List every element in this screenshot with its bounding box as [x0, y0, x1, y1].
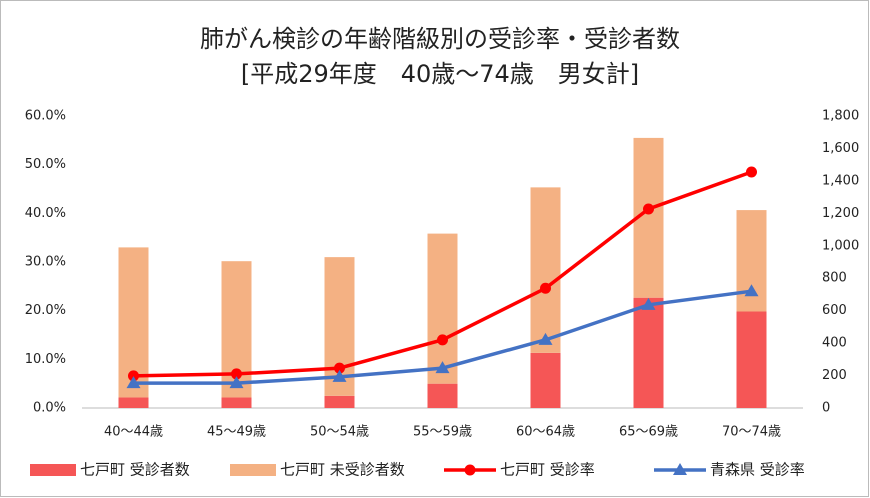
legend-label: 七戸町 受診者数 — [80, 461, 190, 479]
y2-tick-label: 600 — [822, 303, 847, 318]
marker — [746, 166, 757, 178]
bar — [427, 233, 458, 384]
chart-subtitle: [平成29年度 40歳～74歳 男女計] — [241, 60, 639, 88]
x-tick-label: 65～69歳 — [619, 425, 678, 440]
bar — [324, 395, 355, 408]
y2-tick-label: 1,000 — [822, 238, 859, 253]
x-tick-label: 55～59歳 — [413, 425, 472, 440]
marker — [437, 334, 448, 346]
x-tick-label: 40～44歳 — [104, 425, 163, 440]
x-tick-label: 45～49歳 — [207, 425, 266, 440]
legend-marker — [464, 464, 476, 476]
y-tick-label: 0.0% — [33, 401, 66, 416]
legend-label: 七戸町 受診率 — [500, 461, 595, 479]
x-tick-label: 50～54歳 — [310, 425, 369, 440]
y-tick-label: 50.0% — [25, 157, 66, 172]
y-tick-label: 60.0% — [25, 109, 66, 124]
y2-tick-label: 0 — [822, 401, 830, 416]
marker — [540, 282, 551, 294]
y2-tick-label: 800 — [822, 271, 847, 286]
x-tick-label: 70～74歳 — [722, 425, 781, 440]
bar — [118, 397, 149, 408]
y-tick-label: 20.0% — [25, 303, 66, 318]
x-tick-label: 60～64歳 — [516, 425, 575, 440]
legend-swatch — [30, 464, 76, 476]
marker — [641, 297, 656, 310]
marker — [231, 368, 242, 380]
marker — [538, 332, 553, 345]
marker — [643, 203, 654, 215]
y2-tick-label: 1,400 — [822, 173, 859, 188]
marker — [229, 376, 244, 389]
marker — [435, 361, 450, 374]
bar — [221, 397, 252, 408]
bar — [736, 210, 767, 312]
chart-title: 肺がん検診の年齢階級別の受診率・受診者数 — [200, 25, 680, 53]
legend-swatch — [230, 464, 276, 476]
marker — [334, 362, 345, 374]
y2-tick-label: 200 — [822, 368, 847, 383]
marker — [744, 284, 759, 297]
bar — [427, 383, 458, 408]
y2-tick-label: 1,800 — [822, 109, 859, 124]
legend-label: 七戸町 未受診者数 — [280, 461, 405, 479]
marker — [126, 376, 141, 389]
y-tick-label: 10.0% — [25, 352, 66, 367]
marker — [332, 369, 347, 382]
legend-marker — [673, 463, 687, 475]
y2-tick-label: 1,600 — [822, 141, 859, 156]
bar — [736, 311, 767, 408]
y2-tick-label: 1,200 — [822, 206, 859, 221]
y-tick-label: 30.0% — [25, 255, 66, 270]
legend-label: 青森県 受診率 — [710, 461, 805, 479]
marker — [128, 370, 139, 382]
bar — [530, 187, 561, 353]
y-tick-label: 40.0% — [25, 206, 66, 221]
bar — [530, 352, 561, 408]
y2-tick-label: 400 — [822, 336, 847, 351]
bar — [633, 297, 664, 408]
